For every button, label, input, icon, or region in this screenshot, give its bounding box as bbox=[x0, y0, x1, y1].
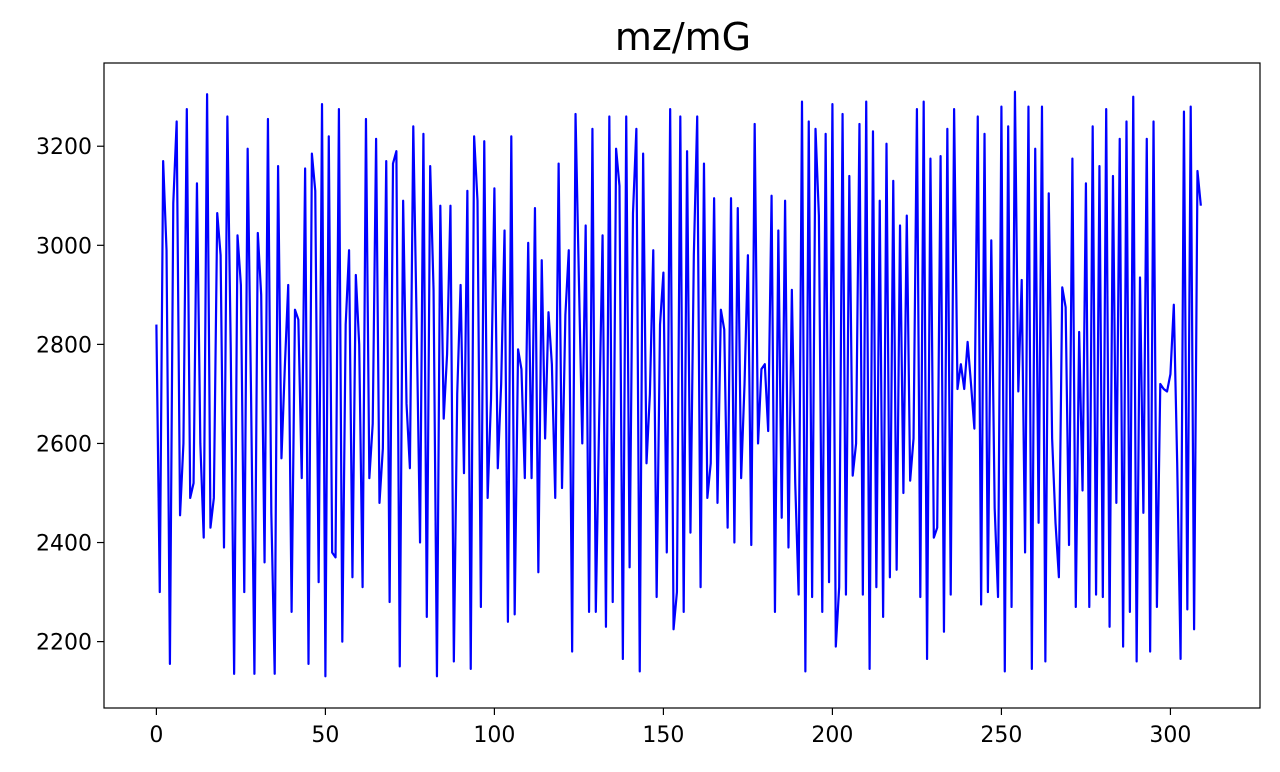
chart-title: mz/mG bbox=[615, 15, 751, 59]
y-tick-label: 2200 bbox=[36, 631, 92, 656]
x-tick-label: 0 bbox=[149, 723, 163, 748]
y-tick-label: 2600 bbox=[36, 432, 92, 457]
y-tick-label: 2800 bbox=[36, 333, 92, 358]
plot-frame bbox=[103, 62, 1261, 709]
x-tick-label: 300 bbox=[1149, 723, 1191, 748]
x-tick-label: 150 bbox=[642, 723, 684, 748]
x-tick-label: 200 bbox=[811, 723, 853, 748]
y-tick-label: 2400 bbox=[36, 532, 92, 557]
y-tick-label: 3000 bbox=[36, 234, 92, 259]
x-tick-label: 50 bbox=[311, 723, 339, 748]
x-tick-label: 250 bbox=[980, 723, 1022, 748]
x-tick-label: 100 bbox=[473, 723, 515, 748]
y-tick-label: 3200 bbox=[36, 135, 92, 160]
series-line-0 bbox=[155, 90, 1202, 678]
